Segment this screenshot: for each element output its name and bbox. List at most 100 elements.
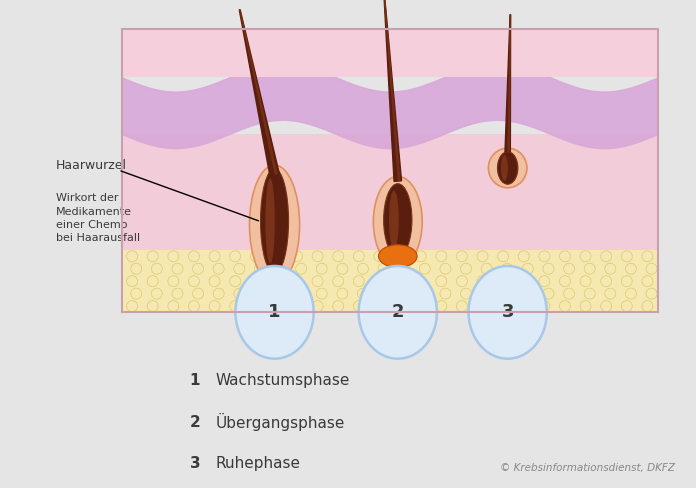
Text: 2: 2	[392, 304, 404, 321]
Circle shape	[461, 263, 471, 274]
Circle shape	[560, 301, 571, 311]
Circle shape	[127, 301, 138, 311]
Circle shape	[642, 251, 653, 262]
Circle shape	[296, 288, 307, 299]
Circle shape	[230, 276, 241, 286]
Circle shape	[189, 276, 200, 286]
Circle shape	[292, 301, 303, 311]
Circle shape	[354, 251, 364, 262]
Ellipse shape	[249, 165, 299, 284]
Circle shape	[312, 251, 323, 262]
Circle shape	[481, 288, 492, 299]
Circle shape	[584, 263, 595, 274]
Circle shape	[461, 288, 471, 299]
Circle shape	[148, 251, 158, 262]
Ellipse shape	[383, 183, 412, 256]
Ellipse shape	[501, 155, 508, 181]
Circle shape	[543, 288, 554, 299]
Circle shape	[333, 301, 344, 311]
Circle shape	[642, 301, 653, 311]
Circle shape	[477, 276, 488, 286]
Circle shape	[209, 301, 220, 311]
Circle shape	[378, 263, 389, 274]
Circle shape	[419, 263, 430, 274]
Ellipse shape	[379, 245, 417, 267]
Circle shape	[230, 251, 241, 262]
Circle shape	[193, 263, 203, 274]
Text: Wirkort der
Medikamente
einer Chemo
bei Haarausfall: Wirkort der Medikamente einer Chemo bei …	[56, 193, 140, 243]
Circle shape	[605, 288, 616, 299]
Polygon shape	[384, 0, 400, 181]
Circle shape	[580, 301, 591, 311]
Circle shape	[275, 288, 286, 299]
Circle shape	[436, 301, 447, 311]
Circle shape	[234, 263, 245, 274]
Ellipse shape	[265, 178, 275, 264]
Circle shape	[312, 301, 323, 311]
Circle shape	[457, 276, 468, 286]
Circle shape	[481, 263, 492, 274]
Circle shape	[626, 288, 636, 299]
Circle shape	[172, 263, 183, 274]
Circle shape	[333, 251, 344, 262]
Ellipse shape	[235, 266, 314, 359]
Circle shape	[255, 263, 265, 274]
Circle shape	[395, 301, 406, 311]
Text: Haarwurzel: Haarwurzel	[56, 159, 127, 172]
Circle shape	[584, 288, 595, 299]
Circle shape	[416, 301, 426, 311]
Circle shape	[399, 263, 410, 274]
Circle shape	[498, 301, 509, 311]
Circle shape	[354, 301, 364, 311]
Ellipse shape	[389, 190, 399, 249]
Circle shape	[255, 288, 265, 299]
Ellipse shape	[489, 148, 527, 188]
Circle shape	[416, 276, 426, 286]
Bar	[122, 29, 658, 78]
Circle shape	[292, 276, 303, 286]
Text: Wachstumsphase: Wachstumsphase	[216, 373, 350, 388]
Circle shape	[337, 288, 348, 299]
Ellipse shape	[498, 152, 518, 184]
Circle shape	[148, 301, 158, 311]
Circle shape	[209, 276, 220, 286]
Circle shape	[312, 276, 323, 286]
Circle shape	[251, 251, 261, 262]
Circle shape	[601, 301, 612, 311]
Circle shape	[127, 251, 138, 262]
Circle shape	[213, 263, 224, 274]
Circle shape	[477, 251, 488, 262]
Circle shape	[523, 263, 533, 274]
Circle shape	[626, 263, 636, 274]
Circle shape	[209, 251, 220, 262]
Circle shape	[601, 276, 612, 286]
Bar	[122, 29, 658, 312]
Circle shape	[296, 263, 307, 274]
Polygon shape	[239, 10, 279, 175]
Circle shape	[642, 276, 653, 286]
Circle shape	[519, 301, 529, 311]
Circle shape	[523, 288, 533, 299]
Ellipse shape	[272, 271, 277, 283]
Circle shape	[189, 251, 200, 262]
Circle shape	[193, 288, 203, 299]
Circle shape	[498, 251, 509, 262]
Circle shape	[395, 251, 406, 262]
Circle shape	[601, 251, 612, 262]
Circle shape	[440, 288, 451, 299]
Circle shape	[457, 251, 468, 262]
Circle shape	[564, 263, 575, 274]
Circle shape	[378, 288, 389, 299]
Circle shape	[457, 301, 468, 311]
Polygon shape	[384, 0, 402, 182]
Circle shape	[292, 251, 303, 262]
Circle shape	[230, 301, 241, 311]
Circle shape	[564, 288, 575, 299]
Circle shape	[519, 251, 529, 262]
Circle shape	[498, 276, 509, 286]
Circle shape	[168, 301, 179, 311]
Circle shape	[502, 263, 513, 274]
Ellipse shape	[468, 266, 547, 359]
Circle shape	[275, 263, 286, 274]
Circle shape	[168, 251, 179, 262]
